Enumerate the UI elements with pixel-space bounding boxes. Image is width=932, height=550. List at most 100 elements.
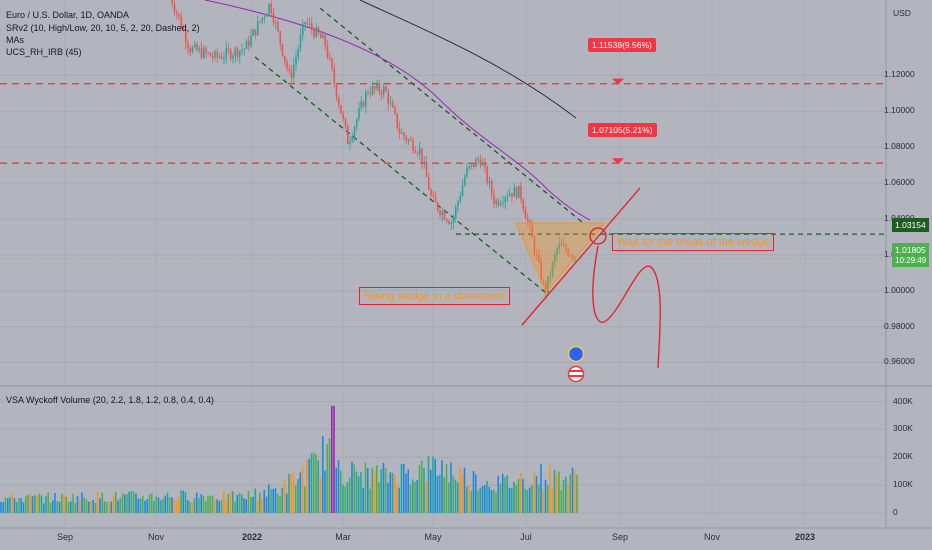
volume-bar [243, 498, 245, 513]
volume-bar [123, 494, 126, 513]
volume-bar [137, 498, 140, 513]
price-tick-label: 1.08000 [884, 141, 915, 152]
volume-bar [189, 502, 191, 513]
candle-body [225, 48, 228, 58]
volume-bar [76, 496, 79, 513]
volume-bar [416, 480, 419, 513]
volume-bar [555, 474, 558, 513]
candle-body [560, 243, 563, 246]
volume-bar [216, 499, 218, 513]
volume-bar [90, 500, 92, 513]
price-tick-label: 1.06000 [884, 177, 915, 188]
symbol-legend[interactable]: Euro / U.S. Dollar, 1D, OANDA [6, 10, 130, 20]
volume-bar [193, 498, 196, 513]
candle-body [493, 194, 495, 204]
candle-body [571, 255, 574, 258]
volume-bar [20, 498, 23, 513]
volume-bar [465, 486, 468, 513]
volume-bar [290, 474, 293, 513]
candle-body [396, 113, 399, 129]
srv2-legend[interactable]: SRv2 (10, High/Low, 20, 10, 5, 2, 20, Da… [6, 23, 200, 33]
volume-bar [267, 484, 270, 513]
candle-body [508, 193, 511, 196]
volume-bar [436, 475, 439, 513]
volume-bar [402, 463, 405, 513]
time-tick-label: May [424, 532, 442, 542]
candle-body [490, 181, 493, 195]
candle-body [443, 211, 446, 220]
candle-body [556, 248, 558, 255]
candle-body [301, 23, 304, 36]
candle-body [479, 159, 482, 166]
candle-body [531, 225, 534, 238]
volume-bar [141, 495, 144, 513]
candle-body [184, 30, 187, 43]
rising-wedge-annotation[interactable]: Rising wedge in a downtrend [359, 287, 511, 305]
volume-bar [92, 499, 95, 513]
volume-bar [573, 470, 576, 513]
volume-bar [481, 486, 484, 513]
candle-body [574, 256, 576, 258]
volume-bar [234, 501, 236, 513]
candle-body [358, 108, 360, 120]
candle-body [256, 21, 259, 35]
volume-bar [297, 478, 299, 513]
volume-bar [103, 501, 106, 513]
volume-bar [60, 493, 63, 513]
candle-body [378, 83, 381, 92]
rising-wedge-shape [515, 222, 607, 293]
volume-bar [4, 497, 7, 513]
volume-bar [310, 453, 313, 513]
candle-body [400, 132, 403, 134]
mas-legend[interactable]: MAs [6, 35, 24, 45]
candle-body [463, 176, 466, 186]
volume-bar [344, 486, 347, 513]
volume-bar [319, 477, 322, 513]
volume-bar [434, 459, 437, 513]
volume-bar [18, 497, 20, 513]
volume-bar [488, 486, 491, 513]
candle-body [403, 132, 405, 137]
candle-body [331, 58, 333, 69]
volume-bar [33, 495, 36, 513]
candle-body [211, 56, 214, 58]
volume-bar [279, 495, 281, 513]
candle-body [344, 118, 347, 127]
target-pointer-1 [612, 78, 624, 85]
candle-body [261, 17, 264, 22]
volume-bar [56, 500, 59, 513]
volume-bar [105, 501, 108, 513]
candle-body [495, 200, 498, 204]
candle-body [423, 162, 426, 164]
candle-body [283, 55, 286, 62]
volume-bar [564, 476, 567, 513]
volume-bar [357, 476, 360, 513]
volume-legend[interactable]: VSA Wyckoff Volume (20, 2.2, 1.8, 1.2, 0… [6, 395, 214, 405]
volume-bar [526, 489, 529, 513]
volume-bar [245, 499, 248, 513]
volume-bar [315, 454, 317, 513]
ucs-legend[interactable]: UCS_RH_IRB (45) [6, 47, 82, 57]
volume-bar [355, 471, 358, 513]
volume-bar [528, 487, 531, 513]
volume-bar [195, 492, 198, 513]
wait-break-annotation[interactable]: Wait for the break of the wedge [612, 233, 775, 251]
candle-body [263, 16, 266, 18]
volume-bar [155, 496, 158, 513]
candle-body [326, 45, 329, 58]
volume-bar [411, 479, 414, 513]
volume-bar [303, 486, 306, 513]
volume-bar [99, 498, 101, 513]
candle-body [292, 64, 295, 78]
candle-body [171, 0, 174, 4]
candle-body [448, 221, 450, 225]
candle-body [270, 3, 273, 14]
volume-bar [445, 464, 448, 513]
candle-body [376, 83, 378, 89]
candle-body [324, 35, 327, 46]
candle-body [250, 35, 252, 47]
volume-bar [6, 498, 9, 513]
volume-bar [506, 475, 509, 513]
